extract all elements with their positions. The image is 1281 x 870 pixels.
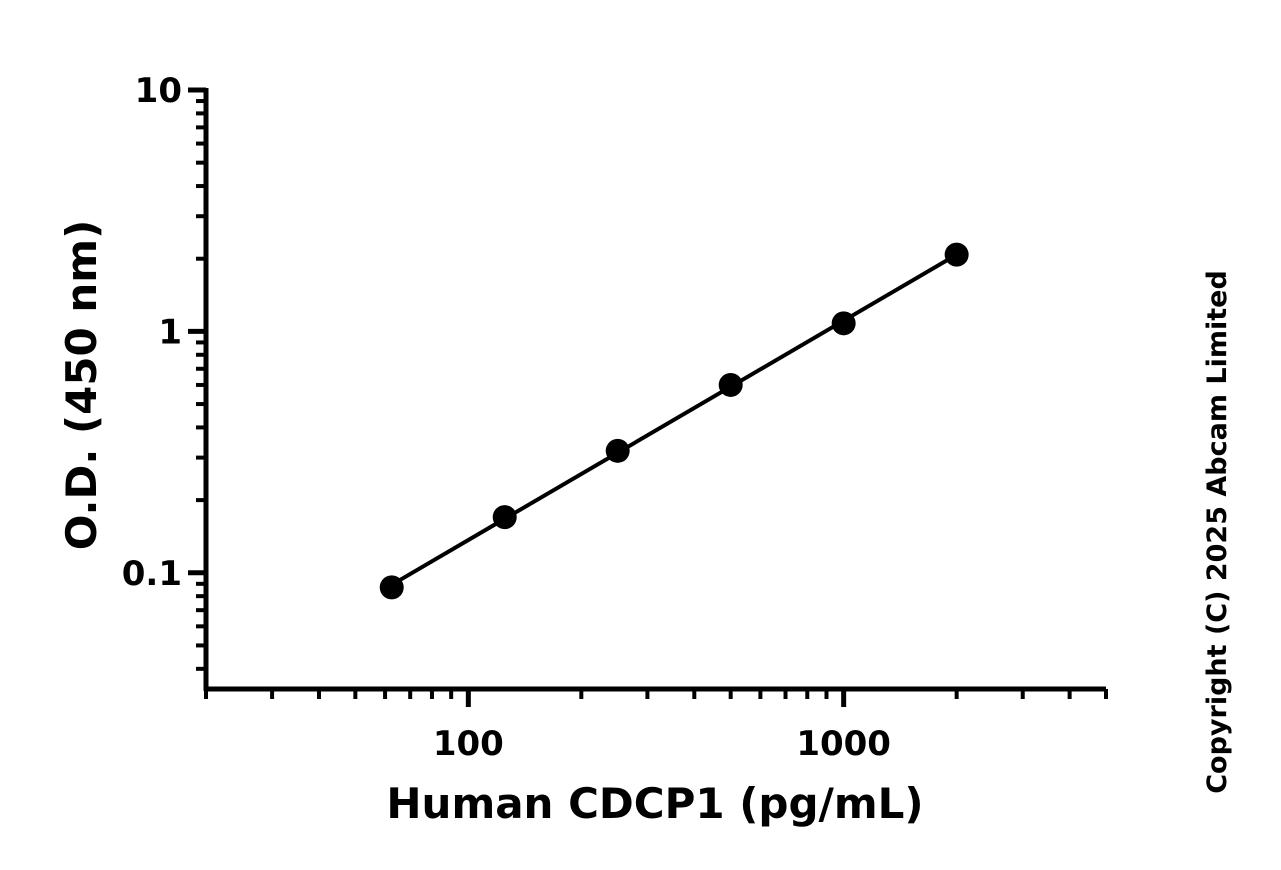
- x-tick-label: 1000: [796, 724, 891, 764]
- y-axis-title: O.D. (450 nm): [57, 220, 106, 551]
- copyright-notice: Copyright (C) 2025 Abcam Limited: [1202, 270, 1233, 794]
- y-tick-label: 10: [135, 71, 182, 111]
- x-tick-label: 100: [433, 724, 504, 764]
- x-axis: 100 1000: [204, 686, 1108, 764]
- data-point: [492, 505, 517, 530]
- fit-line: [390, 252, 958, 587]
- x-axis-title: Human CDCP1 (pg/mL): [386, 779, 923, 828]
- series-layer: [379, 242, 969, 600]
- data-point: [718, 372, 743, 397]
- data-point: [379, 575, 404, 600]
- data-point: [831, 311, 856, 336]
- data-point: [605, 438, 630, 463]
- data-point: [944, 242, 969, 267]
- y-tick-label: 1: [158, 312, 182, 352]
- y-axis: 0.1 1 10: [122, 71, 209, 691]
- y-tick-label: 0.1: [122, 554, 182, 594]
